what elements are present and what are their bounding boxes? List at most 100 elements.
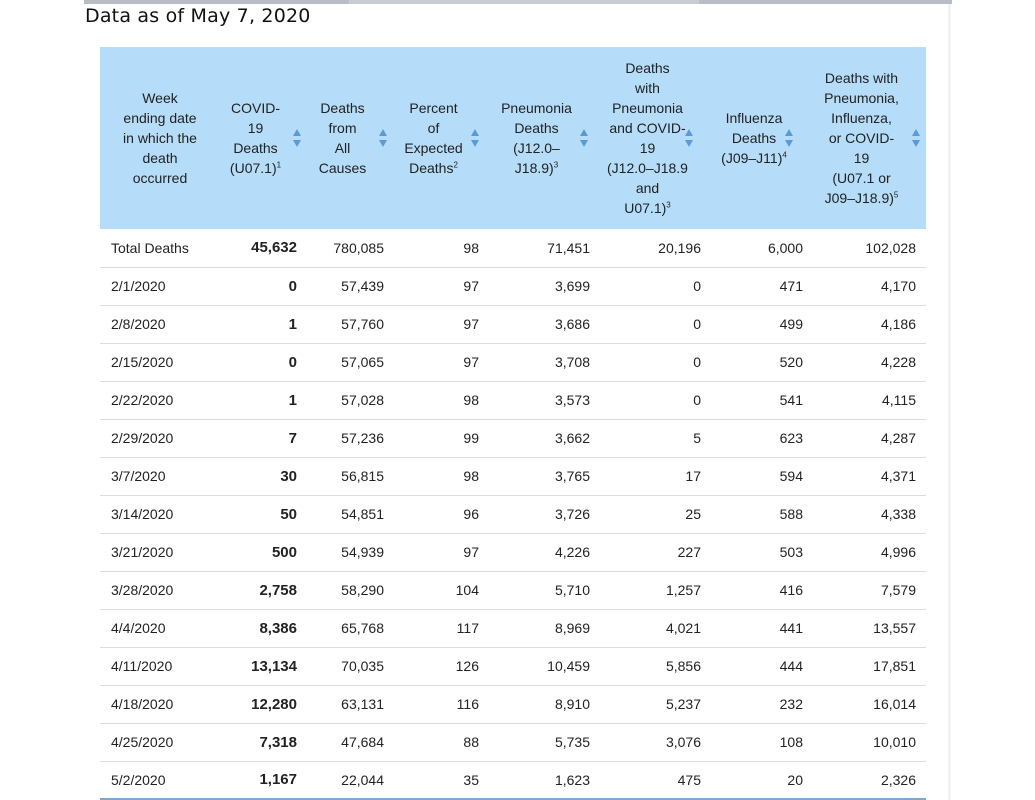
all-causes-cell: 780,085	[307, 229, 394, 268]
week-cell: 2/15/2020	[100, 343, 220, 382]
header-line: and	[635, 180, 660, 196]
pic-cell: 2,326	[813, 761, 926, 800]
pneumonia-covid-cell: 0	[600, 305, 711, 344]
column-header-pneumonia-influenza-covid[interactable]: Deaths with Pneumonia, Influenza, or COVID-…	[813, 47, 926, 229]
pic-cell: 4,170	[813, 267, 926, 306]
pic-cell: 10,010	[813, 723, 926, 762]
footnote-marker: 1	[276, 160, 282, 170]
covid-deaths-cell: 7	[220, 419, 307, 458]
covid-deaths-cell: 30	[220, 457, 307, 496]
pneumonia-covid-cell: 5,856	[600, 647, 711, 686]
covid-deaths-cell: 500	[220, 533, 307, 572]
column-header-percent-expected[interactable]: Percent of Expected Deaths2	[394, 47, 489, 229]
pic-cell: 7,579	[813, 571, 926, 610]
pneumonia-cell: 71,451	[489, 229, 600, 268]
header-line: death	[142, 150, 178, 166]
sort-arrows-icon[interactable]	[580, 129, 588, 147]
column-header-all-causes[interactable]: Deaths from All Causes	[307, 47, 394, 229]
header-line: All	[334, 140, 351, 156]
percent-expected-cell: 98	[394, 381, 489, 420]
pic-cell: 4,338	[813, 495, 926, 534]
pneumonia-cell: 8,910	[489, 685, 600, 724]
table-row: 5/2/2020 1,167 22,044 35 1,623 475 20 2,326	[100, 761, 926, 800]
percent-expected-cell: 98	[394, 229, 489, 268]
week-cell: 4/11/2020	[100, 647, 220, 686]
covid-deaths-cell: 0	[220, 267, 307, 306]
pneumonia-cell: 3,726	[489, 495, 600, 534]
sort-arrows-icon[interactable]	[685, 129, 693, 147]
all-causes-cell: 57,065	[307, 343, 394, 382]
header-line: Deaths	[731, 130, 777, 146]
header-line: Deaths	[320, 100, 365, 116]
table-row: 2/8/2020 1 57,760 97 3,686 0 499 4,186	[100, 305, 926, 344]
all-causes-cell: 70,035	[307, 647, 394, 686]
sort-arrows-icon[interactable]	[293, 129, 301, 147]
percent-expected-cell: 35	[394, 761, 489, 800]
pic-cell: 4,996	[813, 533, 926, 572]
header-line: Deaths	[409, 160, 454, 176]
influenza-cell: 441	[711, 609, 813, 648]
header-line: 19	[247, 120, 264, 136]
pneumonia-cell: 3,765	[489, 457, 600, 496]
week-cell: 2/8/2020	[100, 305, 220, 344]
percent-expected-cell: 88	[394, 723, 489, 762]
pneumonia-cell: 10,459	[489, 647, 600, 686]
pneumonia-covid-cell: 5,237	[600, 685, 711, 724]
sort-arrows-icon[interactable]	[912, 129, 920, 147]
pic-cell: 4,186	[813, 305, 926, 344]
sort-arrows-icon[interactable]	[471, 129, 479, 147]
covid-deaths-cell: 13,134	[220, 647, 307, 686]
all-causes-cell: 63,131	[307, 685, 394, 724]
all-causes-cell: 47,684	[307, 723, 394, 762]
sort-arrows-icon[interactable]	[785, 129, 793, 147]
pneumonia-cell: 1,623	[489, 761, 600, 800]
percent-expected-cell: 98	[394, 457, 489, 496]
all-causes-cell: 57,028	[307, 381, 394, 420]
header-line: (J12.0–J18.9	[607, 160, 688, 176]
header-line: Deaths	[514, 120, 559, 136]
page-edge-shadow	[948, 4, 951, 800]
header-line: Expected	[404, 140, 463, 156]
pic-cell: 4,228	[813, 343, 926, 382]
column-header-covid-deaths[interactable]: COVID- 19 Deaths (U07.1)1	[220, 47, 307, 229]
pneumonia-covid-cell: 4,021	[600, 609, 711, 648]
week-cell: 2/29/2020	[100, 419, 220, 458]
column-header-pneumonia[interactable]: Pneumonia Deaths (J12.0– J18.9)3	[489, 47, 600, 229]
column-header-pneumonia-covid[interactable]: Deaths with Pneumonia and COVID- 19 (J12.0–J1…	[600, 47, 711, 229]
header-line: occurred	[132, 170, 188, 186]
percent-expected-cell: 116	[394, 685, 489, 724]
covid-deaths-cell: 12,280	[220, 685, 307, 724]
all-causes-cell: 56,815	[307, 457, 394, 496]
percent-expected-cell: 99	[394, 419, 489, 458]
column-header-influenza[interactable]: Influenza Deaths (J09–J11)4	[711, 47, 813, 229]
influenza-cell: 541	[711, 381, 813, 420]
pneumonia-covid-cell: 20,196	[600, 229, 711, 268]
table-row: 2/29/2020 7 57,236 99 3,662 5 623 4,287	[100, 419, 926, 458]
header-line: Deaths	[625, 60, 670, 76]
table-row: 3/7/2020 30 56,815 98 3,765 17 594 4,371	[100, 457, 926, 496]
pneumonia-covid-cell: 25	[600, 495, 711, 534]
influenza-cell: 471	[711, 267, 813, 306]
sort-arrows-icon[interactable]	[379, 129, 387, 147]
influenza-cell: 594	[711, 457, 813, 496]
header-line: Influenza,	[831, 110, 892, 126]
all-causes-cell: 22,044	[307, 761, 394, 800]
influenza-cell: 444	[711, 647, 813, 686]
header-line: (J12.0–	[513, 140, 560, 156]
pneumonia-cell: 3,573	[489, 381, 600, 420]
pneumonia-covid-cell: 3,076	[600, 723, 711, 762]
header-line: from	[328, 120, 357, 136]
pic-cell: 17,851	[813, 647, 926, 686]
covid-deaths-cell: 2,758	[220, 571, 307, 610]
percent-expected-cell: 97	[394, 533, 489, 572]
footnote-marker: 5	[893, 190, 899, 200]
pic-cell: 102,028	[813, 229, 926, 268]
header-line: Deaths with	[824, 70, 899, 86]
percent-expected-cell: 104	[394, 571, 489, 610]
header-line: COVID-	[230, 100, 280, 116]
table-row: 4/11/2020 13,134 70,035 126 10,459 5,856 444 17…	[100, 647, 926, 686]
column-header-week: Week ending date in which the death occurred	[100, 47, 220, 229]
header-line: (J09–J11)	[721, 150, 783, 166]
covid-deaths-cell: 1	[220, 305, 307, 344]
influenza-cell: 108	[711, 723, 813, 762]
